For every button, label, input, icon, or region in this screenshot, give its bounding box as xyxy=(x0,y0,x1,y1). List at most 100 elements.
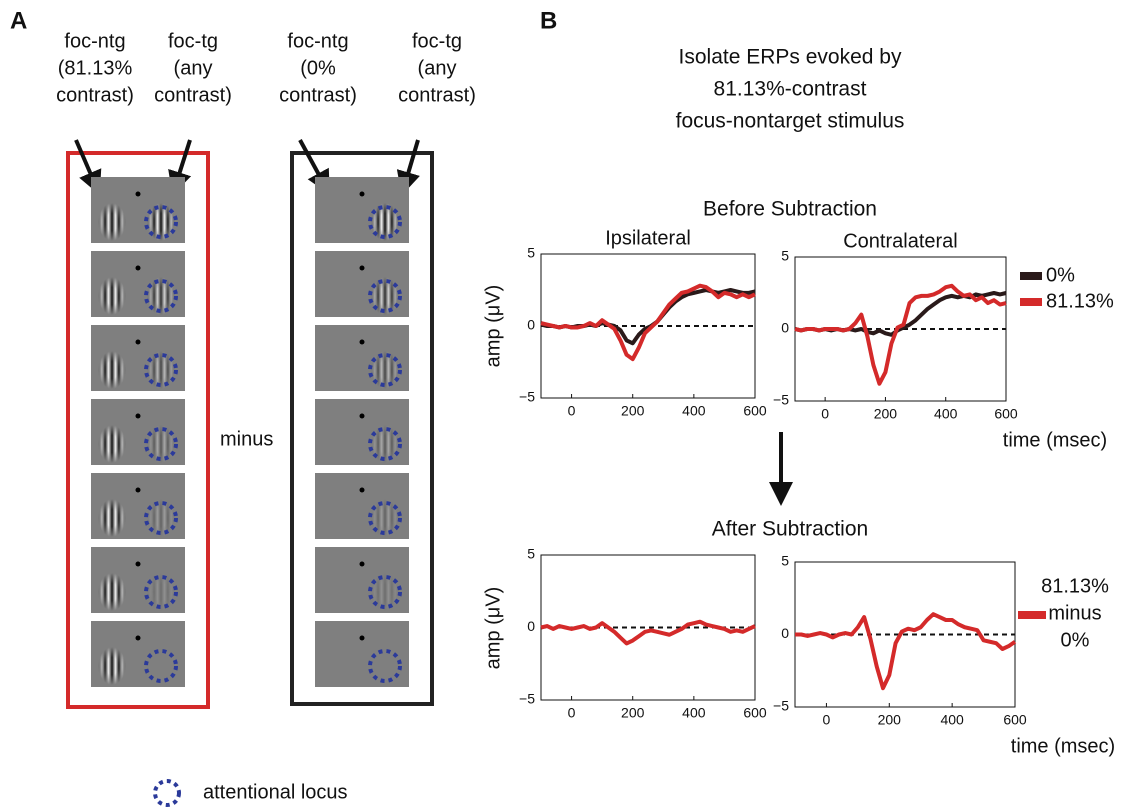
attention-circle xyxy=(368,649,402,683)
stimulus-frame xyxy=(315,325,409,391)
y-axis-label: amp (μV) xyxy=(482,285,504,368)
fixation xyxy=(359,339,365,345)
attention-circle xyxy=(144,353,178,387)
x-tick-label: 400 xyxy=(934,406,958,422)
grating xyxy=(98,425,126,463)
line-series xyxy=(540,288,756,346)
panel-label: A xyxy=(10,7,27,34)
stimulus-frame xyxy=(315,621,409,687)
x-tick-label: 600 xyxy=(1003,712,1027,728)
x-tick-label: 600 xyxy=(743,403,767,419)
attention-circle xyxy=(144,205,178,239)
attention-circle xyxy=(144,649,178,683)
stimulus-frame xyxy=(91,547,185,613)
x-tick-label: 400 xyxy=(682,403,706,419)
section-title: After Subtraction xyxy=(712,518,868,541)
fixation xyxy=(359,635,365,641)
stimulus-frame xyxy=(315,399,409,465)
stimulus-frame xyxy=(91,177,185,243)
line-series xyxy=(540,283,756,362)
y-tick-label: 5 xyxy=(781,553,789,569)
legend-label: 81.13% xyxy=(1046,290,1114,312)
fixation xyxy=(359,487,365,493)
x-tick-label: 200 xyxy=(874,406,898,422)
panel-label: B xyxy=(540,7,557,34)
column-label: (81.13% xyxy=(58,57,133,79)
y-tick-label: −5 xyxy=(773,698,789,714)
stimulus-frame xyxy=(315,251,409,317)
attention-circle xyxy=(144,279,178,313)
x-tick-label: 200 xyxy=(621,403,645,419)
grating xyxy=(98,573,126,611)
grating xyxy=(371,351,399,389)
fixation xyxy=(359,191,365,197)
fixation xyxy=(135,413,141,419)
chart-title: Contralateral xyxy=(843,230,958,252)
attention-circle xyxy=(144,501,178,535)
fixation xyxy=(359,561,365,567)
figure-title: 81.13%-contrast xyxy=(714,78,867,101)
grating xyxy=(147,277,175,315)
x-tick-label: 400 xyxy=(682,705,706,721)
grating xyxy=(371,499,399,537)
column-label: contrast) xyxy=(398,84,476,106)
fixation xyxy=(135,635,141,641)
y-axis-label: amp (μV) xyxy=(482,587,504,670)
legend-label: 0% xyxy=(1046,264,1075,286)
column-label: contrast) xyxy=(279,84,357,106)
x-tick-label: 200 xyxy=(878,712,902,728)
y-tick-label: 5 xyxy=(527,245,535,261)
x-tick-label: 0 xyxy=(568,403,576,419)
x-axis-label: time (msec) xyxy=(1011,735,1115,757)
stimulus-frame xyxy=(91,399,185,465)
attention-circle xyxy=(368,427,402,461)
column-label: (0% xyxy=(300,57,336,79)
y-tick-label: −5 xyxy=(519,389,535,405)
grating xyxy=(371,203,399,241)
figure-title: Isolate ERPs evoked by xyxy=(679,46,902,69)
x-tick-label: 0 xyxy=(823,712,831,728)
section-title: Before Subtraction xyxy=(703,198,877,221)
x-tick-label: 600 xyxy=(743,705,767,721)
stimulus-frame xyxy=(315,547,409,613)
grating xyxy=(98,351,126,389)
grating xyxy=(371,573,399,611)
stimulus-frame xyxy=(315,473,409,539)
stimulus-frame xyxy=(91,473,185,539)
fixation xyxy=(135,191,141,197)
operator: minus xyxy=(220,428,273,450)
x-tick-label: 400 xyxy=(940,712,964,728)
grating xyxy=(98,647,126,685)
grating xyxy=(147,425,175,463)
y-tick-label: 5 xyxy=(781,248,789,264)
chart-title: Ipsilateral xyxy=(605,227,691,249)
arrows xyxy=(74,139,793,506)
grating xyxy=(98,203,126,241)
attention-circle xyxy=(368,279,402,313)
condition-box xyxy=(290,151,434,706)
column-label: foc-tg xyxy=(168,30,218,52)
fixation xyxy=(135,265,141,271)
y-tick-label: 5 xyxy=(527,546,535,562)
fixation xyxy=(359,265,365,271)
column-label: contrast) xyxy=(154,84,232,106)
y-tick-label: −5 xyxy=(519,691,535,707)
grating xyxy=(98,499,126,537)
column-label: foc-ntg xyxy=(287,30,348,52)
attention-circle xyxy=(368,501,402,535)
y-tick-label: 0 xyxy=(781,320,789,336)
legend-label: 81.13% xyxy=(1041,575,1109,597)
attention-circle xyxy=(368,353,402,387)
line-series xyxy=(795,612,1017,691)
grating xyxy=(147,499,175,537)
attention-circle xyxy=(368,575,402,609)
x-axis-label: time (msec) xyxy=(1003,429,1107,451)
figure-title: focus-nontarget stimulus xyxy=(676,110,905,133)
legend-icon xyxy=(153,779,181,807)
legend-label: attentional locus xyxy=(203,781,348,803)
stimulus-frame xyxy=(91,251,185,317)
x-tick-label: 0 xyxy=(568,705,576,721)
x-tick-label: 200 xyxy=(621,705,645,721)
line-series xyxy=(794,283,1007,386)
